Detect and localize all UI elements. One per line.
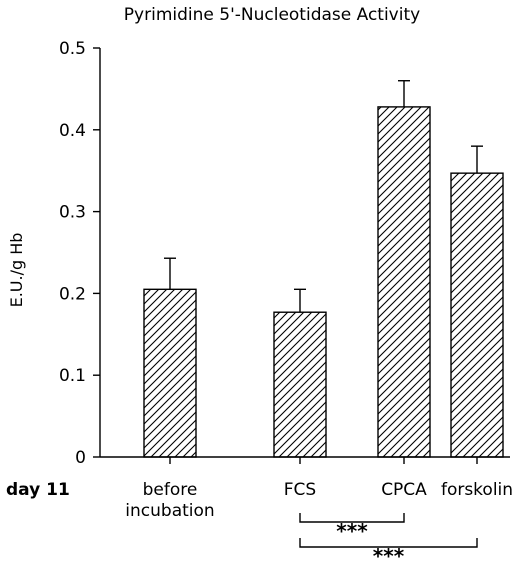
significance-brackets: *** ***	[299, 513, 478, 562]
bars	[143, 80, 504, 458]
y-tick-label: 0	[75, 448, 86, 468]
bar	[450, 172, 504, 458]
axes: 0 0.1 0.2 0.3 0.4 0.5	[59, 39, 510, 468]
y-tick-label: 0.4	[59, 121, 86, 141]
day-row-label: day 11	[6, 480, 70, 500]
chart-title: Pyrimidine 5'-Nucleotidase Activity	[124, 5, 420, 25]
y-tick-label: 0.3	[59, 203, 86, 223]
y-tick-label: 0.1	[59, 366, 86, 386]
category-label: FCS	[284, 480, 316, 500]
y-tick-label: 0.5	[59, 39, 86, 59]
category-label: before	[143, 480, 198, 500]
bar	[143, 288, 197, 458]
significance-label: ***	[373, 544, 405, 562]
category-label: incubation	[125, 501, 214, 521]
bar	[273, 311, 327, 458]
category-label: CPCA	[381, 480, 427, 500]
y-tick-label: 0.2	[59, 284, 86, 304]
significance-label: ***	[336, 519, 368, 543]
bar	[377, 106, 431, 458]
significance-bracket	[299, 538, 478, 548]
y-axis-label: E.U./g Hb	[7, 233, 26, 308]
category-label: forskolin	[441, 480, 513, 500]
significance-bracket	[299, 513, 405, 523]
